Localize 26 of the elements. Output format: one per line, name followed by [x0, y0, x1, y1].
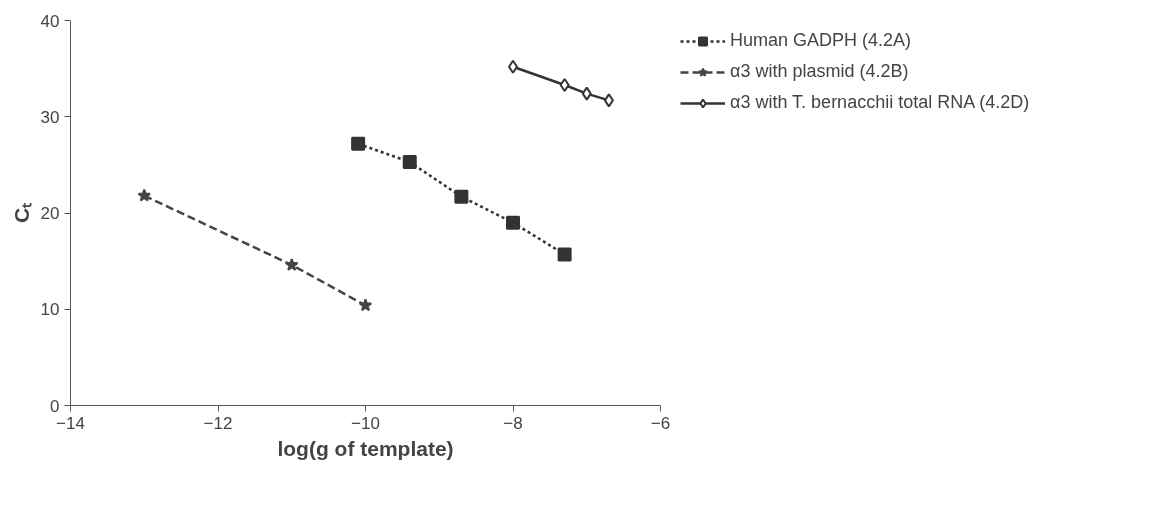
y-tick-label: 0: [50, 396, 60, 416]
x-tick-label: −8: [503, 413, 523, 433]
point: [351, 136, 366, 151]
point: [137, 188, 151, 202]
legend-label: Human GADPH (4.2A): [730, 30, 912, 51]
y-tick-label: 20: [40, 204, 60, 223]
point: [402, 154, 417, 169]
point: [559, 77, 570, 92]
x-axis-title: log(g of template): [277, 436, 454, 460]
x-tick-label: −10: [351, 413, 380, 433]
point: [358, 298, 373, 312]
y-tick-label: 10: [40, 300, 60, 320]
point: [454, 189, 469, 204]
y-tick-label: 30: [40, 107, 60, 127]
point: [581, 86, 592, 101]
legend-label: α3 with T. bernacchii total RNA (4.2D): [730, 92, 1030, 113]
x-tick-label: −14: [56, 413, 85, 433]
point: [603, 93, 614, 108]
legend-label: α3 with plasmid (4.2B): [730, 61, 909, 82]
x-tick-label: −6: [650, 413, 671, 433]
y-tick-label: 40: [40, 11, 60, 31]
point: [285, 257, 299, 271]
y-axis-title: Cₜ: [9, 201, 33, 224]
point: [557, 247, 572, 262]
x-tick-label: −12: [203, 413, 233, 433]
point: [506, 215, 520, 230]
